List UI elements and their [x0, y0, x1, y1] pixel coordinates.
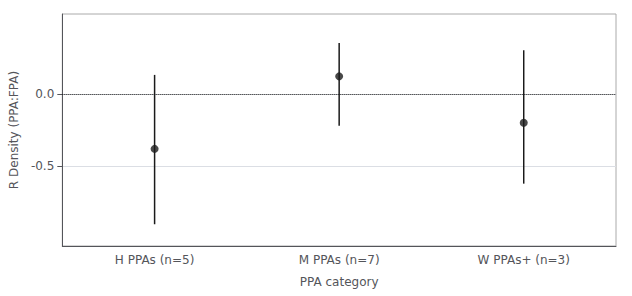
svg-text:PPA category: PPA category: [300, 275, 379, 289]
svg-text:W PPAs+ (n=3): W PPAs+ (n=3): [478, 253, 570, 267]
svg-text:0.0: 0.0: [35, 87, 54, 101]
svg-text:H PPAs (n=5): H PPAs (n=5): [115, 253, 194, 267]
svg-text:M PPAs (n=7): M PPAs (n=7): [299, 253, 380, 267]
svg-text:-0.5: -0.5: [31, 159, 54, 173]
svg-text:R Density (PPA:FPA): R Density (PPA:FPA): [7, 71, 21, 189]
